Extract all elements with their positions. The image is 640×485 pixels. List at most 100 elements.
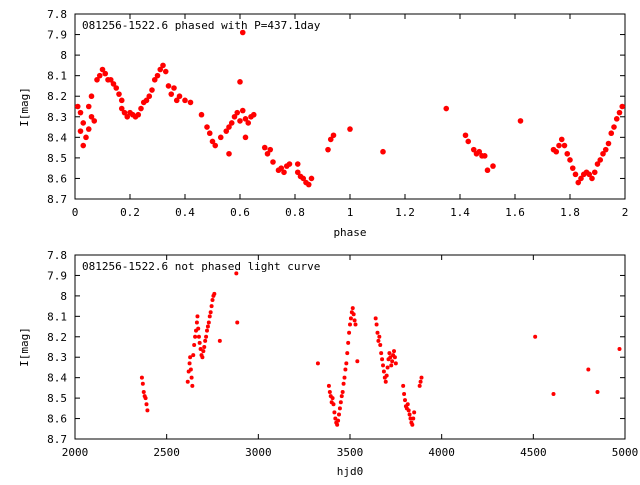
unphased-data-point [234, 271, 239, 276]
phased-data-point [162, 68, 169, 75]
phased-data-point [217, 134, 224, 141]
phased-data-point [608, 130, 615, 137]
unphased-data-point [401, 383, 406, 388]
unphased-data-point [235, 320, 240, 325]
unphased-data-point [212, 291, 217, 296]
unphased-data-point [141, 389, 146, 394]
unphased-data-point [346, 340, 351, 345]
phased-y-tick-label: 8 [60, 49, 67, 62]
unphased-y-tick-label: 8.7 [47, 433, 67, 446]
phased-x-tick-label: 1.6 [505, 206, 525, 219]
phased-x-tick-label: 1.8 [560, 206, 580, 219]
unphased-data-point [194, 320, 199, 325]
phased-data-point [85, 103, 92, 110]
unphased-data-point [355, 359, 360, 364]
phased-data-point [237, 79, 243, 85]
unphased-y-axis-label: I[mag] [18, 327, 31, 367]
phased-data-point [237, 118, 243, 124]
unphased-data-point [204, 334, 209, 339]
unphased-data-point [393, 361, 398, 366]
phased-data-point [267, 146, 274, 153]
unphased-data-point [551, 392, 556, 397]
unphased-data-point [374, 322, 379, 327]
phased-y-tick-label: 8.4 [47, 131, 67, 144]
phased-data-point [476, 148, 483, 155]
unphased-data-point [144, 402, 149, 407]
phased-axis-ticks: 0 0.2 0.4 0.6 0.8 1 1.2 1.4 1.6 1.8 2 7.8 7.9 8 8.1 8.2… [47, 8, 628, 219]
phased-data-point [96, 72, 103, 79]
unphased-data-point [140, 381, 145, 386]
phased-data-point [239, 107, 246, 114]
phased-data-point [597, 157, 604, 163]
phased-data-point [187, 99, 194, 106]
phased-data-point [135, 111, 142, 118]
phased-x-tick-label: 0 [72, 206, 79, 219]
phased-x-tick-label: 0.6 [230, 206, 250, 219]
phased-data-point [484, 167, 491, 174]
unphased-data-point [418, 379, 423, 384]
phased-x-tick-label: 0.8 [285, 206, 305, 219]
unphased-y-tick-label: 7.8 [47, 249, 67, 262]
phased-data-point [261, 144, 268, 151]
unphased-data-point [189, 375, 194, 380]
phased-data-point [561, 142, 568, 149]
unphased-y-tick-label: 8.1 [47, 310, 67, 323]
phased-data-point [83, 134, 89, 141]
unphased-data-point [411, 416, 416, 421]
phased-y-tick-label: 7.9 [47, 29, 67, 42]
phased-data-point [242, 116, 249, 122]
phased-data-point [594, 161, 601, 167]
unphased-data-point [348, 322, 352, 327]
unphased-data-point [406, 408, 411, 413]
unphased-data-point [330, 396, 335, 401]
unphased-data-point [405, 402, 410, 407]
phased-data-point [168, 91, 175, 97]
unphased-data-point [327, 389, 332, 394]
phased-data-point [490, 163, 496, 169]
unphased-data-point [196, 334, 201, 339]
phased-data-point [116, 91, 122, 97]
unphased-data-point [419, 375, 424, 380]
unphased-axis-ticks: 2000 2500 3000 3500 4000 4500 5000 7.8 7.9 8 8.1 8.… [47, 249, 638, 459]
unphased-y-tick-label: 8.5 [47, 392, 67, 405]
phased-data-point [325, 146, 331, 153]
phased-data-point [107, 76, 114, 83]
unphased-data-point [336, 418, 341, 423]
unphased-data-point [337, 406, 342, 411]
phased-data-point [77, 128, 84, 134]
phased-data-point [591, 169, 598, 176]
unphased-data-point [381, 363, 385, 368]
unphased-data-point [617, 347, 622, 352]
phased-data-point [223, 128, 230, 134]
phased-data-point [160, 62, 166, 69]
phased-data-point [228, 120, 235, 126]
phased-data-point [616, 109, 623, 116]
phased-data-point [578, 175, 584, 182]
phased-data-point [443, 105, 450, 112]
unphased-data-point [402, 392, 407, 397]
unphased-data-point [390, 359, 395, 364]
phased-x-tick-label: 0.2 [120, 206, 140, 219]
unphased-data-point [376, 338, 381, 343]
phased-data-point [380, 148, 386, 155]
phased-data-point [567, 157, 573, 163]
unphased-data-point [200, 355, 205, 360]
phased-x-tick-label: 0.4 [175, 206, 195, 219]
unphased-data-point [373, 316, 378, 321]
phased-y-axis-label: I[mag] [18, 87, 31, 127]
phased-data-point [575, 179, 582, 186]
phased-data-point [226, 150, 232, 157]
phased-data-point [206, 130, 213, 137]
phased-data-point [121, 109, 128, 116]
unphased-data-point [210, 297, 215, 302]
unphased-data-point [384, 373, 389, 378]
phased-data-point [553, 148, 560, 155]
phased-chart-title: 081256-1522.6 phased with P=437.1day [82, 19, 321, 32]
phased-data-points [74, 29, 626, 188]
phased-data-point [234, 109, 241, 116]
unphased-data-point [343, 367, 348, 372]
phased-data-point [165, 83, 172, 89]
unphased-data-point [191, 353, 196, 358]
unphased-data-point [187, 361, 192, 366]
unphased-data-point [351, 312, 356, 317]
